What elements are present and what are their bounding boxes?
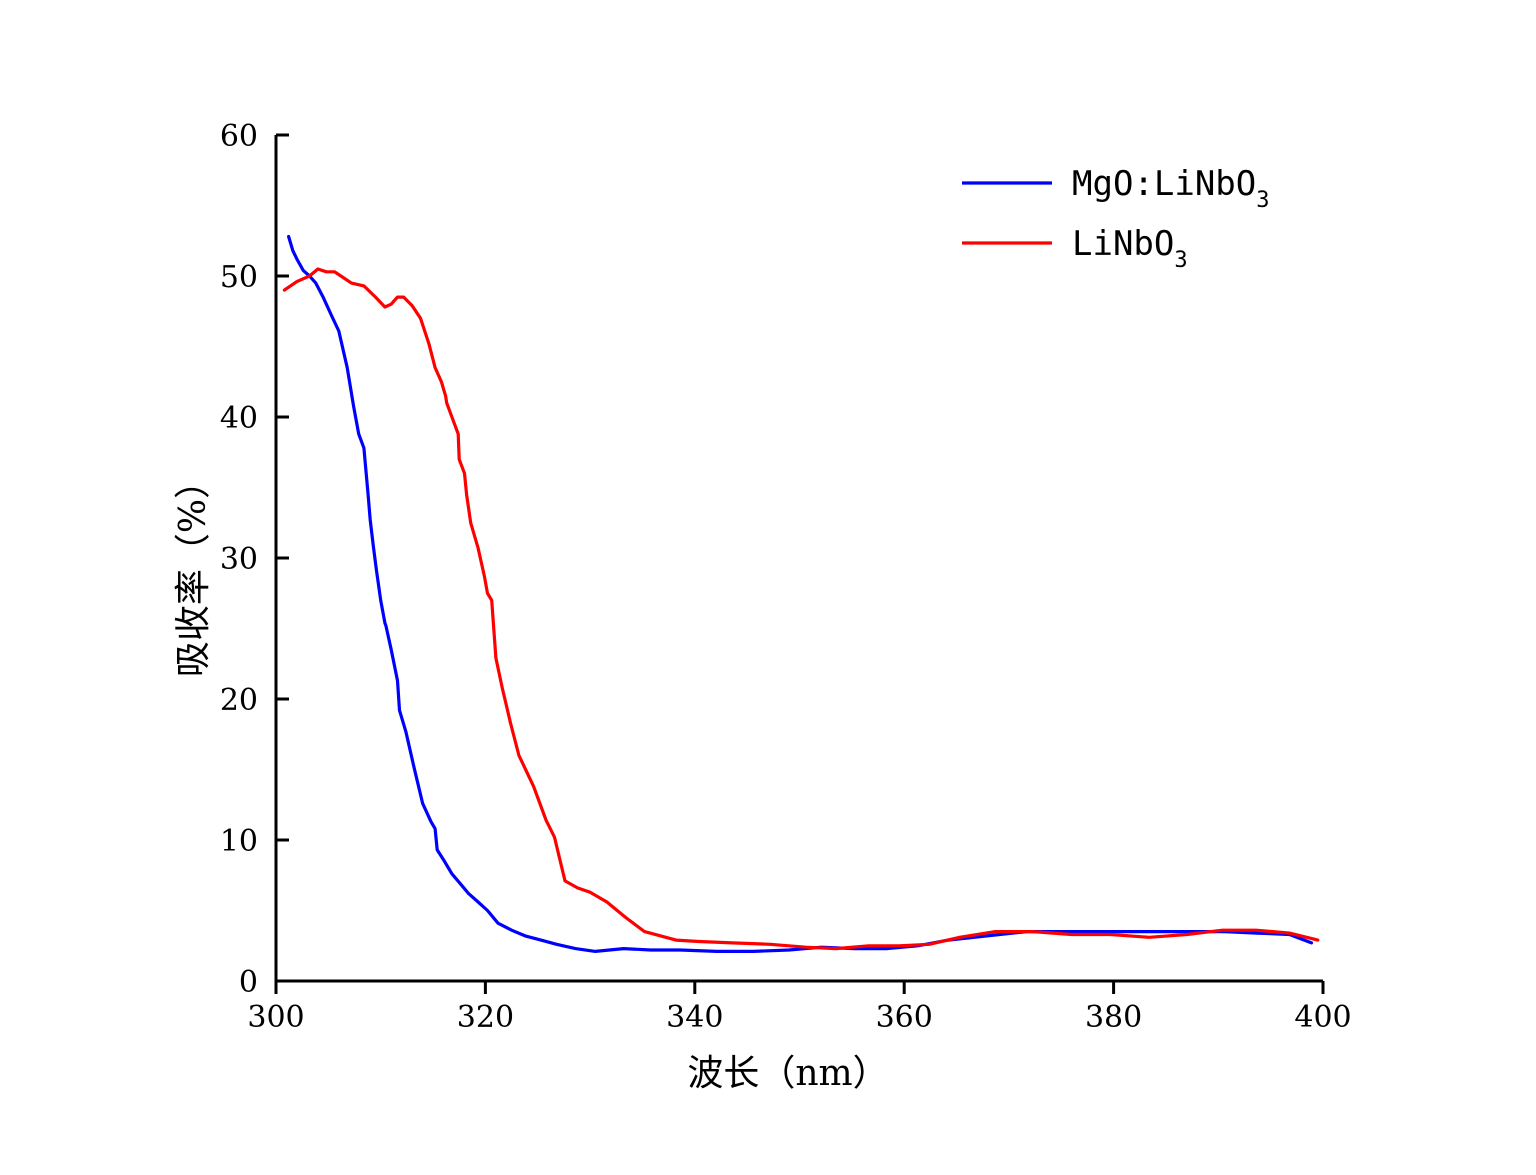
legend-label-main: LiNbO [1072, 224, 1174, 264]
x-ticks: 300 320 340 360 380 400 [247, 981, 1352, 1035]
x-tick-label: 400 [1294, 1000, 1351, 1035]
y-tick-label: 10 [220, 824, 258, 859]
legend-label-1: LiNbO3 [1072, 224, 1188, 273]
y-tick-label: 20 [220, 683, 258, 718]
y-tick-label: 60 [220, 119, 258, 154]
plot-lines [282, 234, 1320, 954]
x-axis-title: 波长（nm） [687, 1053, 888, 1094]
x-tick-label: 300 [247, 1000, 304, 1035]
y-tick-label: 50 [220, 260, 258, 295]
legend-label-0: MgO:LiNbO3 [1072, 164, 1269, 213]
x-tick-label: 360 [876, 1000, 933, 1035]
series-line-0 [287, 234, 1314, 954]
x-tick-label: 380 [1085, 1000, 1142, 1035]
y-tick-label: 30 [220, 542, 258, 577]
legend-label-main: MgO:LiNbO [1072, 164, 1256, 204]
y-axis-title: 吸收率（%） [173, 463, 214, 677]
legend-label-subscript: 3 [1256, 188, 1269, 213]
legend-label-subscript: 3 [1174, 248, 1187, 273]
y-ticks: 0 10 20 30 40 50 60 [220, 119, 289, 1000]
series-line-1 [282, 267, 1320, 951]
y-tick-label: 40 [220, 401, 258, 436]
x-tick-label: 320 [457, 1000, 514, 1035]
y-tick-label: 0 [239, 965, 258, 1000]
x-tick-label: 340 [666, 1000, 723, 1035]
